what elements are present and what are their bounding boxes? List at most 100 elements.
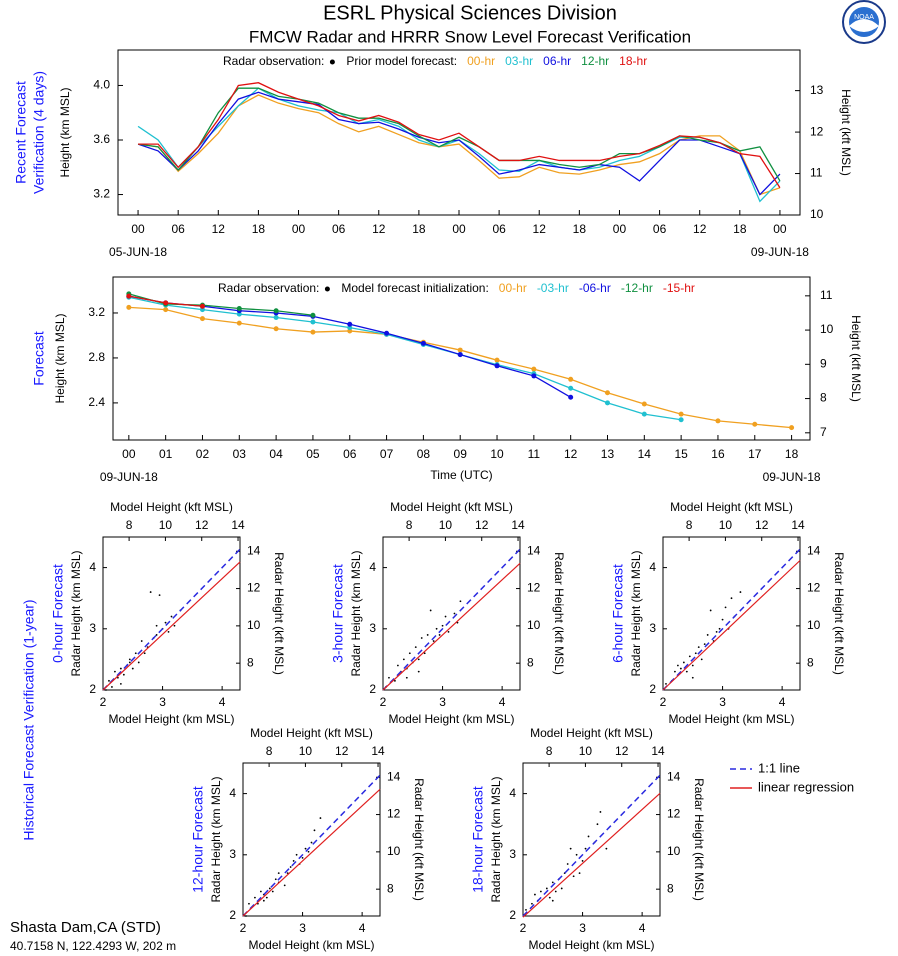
point [676, 664, 679, 667]
x-tick-label: 09 [454, 447, 468, 461]
point [396, 664, 399, 667]
series-marker [568, 385, 574, 391]
x-tick-label: 2 [240, 921, 247, 935]
x2-axis-label: Model Height (kft MSL) [250, 726, 373, 740]
series-marker [568, 394, 574, 400]
legend-entry: -15-hr [663, 281, 695, 295]
y2-tick-label: 10 [387, 844, 401, 858]
x-tick-label: 00 [131, 222, 145, 236]
date-label: 05-JUN-18 [109, 245, 167, 259]
plot-frame [382, 536, 521, 691]
point [140, 640, 143, 642]
point [128, 661, 131, 664]
x2-tick-label: 14 [651, 744, 665, 758]
legend-entry: 00-hr [499, 281, 527, 295]
y-tick-label: 4 [89, 560, 96, 574]
x-tick-label: 14 [638, 447, 652, 461]
y2-tick-label: 12 [387, 807, 401, 821]
point [545, 887, 548, 890]
point [417, 658, 420, 661]
series-marker [457, 352, 463, 358]
point [691, 676, 694, 679]
point [724, 606, 727, 609]
point [119, 667, 122, 670]
legend-obs-marker [329, 59, 335, 65]
point [703, 643, 706, 645]
series-marker [163, 300, 169, 306]
y2-tick-label: 8 [387, 881, 394, 895]
x2-tick-label: 8 [406, 518, 413, 532]
regression-line [242, 788, 381, 917]
series-marker [641, 411, 647, 417]
x2-tick-label: 8 [126, 518, 133, 532]
y-tick-label: 4 [509, 786, 516, 800]
y2-tick-label: 8 [247, 655, 254, 669]
x2-tick-label: 10 [719, 518, 733, 532]
one-to-one-line [382, 548, 521, 691]
point [158, 594, 161, 597]
point [408, 652, 411, 655]
y2-tick-label: 14 [247, 543, 261, 557]
point [283, 884, 286, 887]
y-tick-label: 2.4 [88, 395, 105, 409]
point [268, 887, 271, 890]
y-tick-label: 4.0 [93, 78, 110, 92]
series-marker [163, 307, 169, 313]
x2-tick-label: 10 [299, 744, 313, 758]
series-marker [347, 321, 353, 327]
plot-frame [102, 536, 241, 691]
y-tick-label: 4 [649, 560, 656, 574]
x2-tick-label: 14 [371, 744, 385, 758]
point [709, 609, 712, 612]
x-axis-label: Time (UTC) [430, 468, 492, 482]
point [155, 634, 158, 636]
y-tick-label: 4 [229, 786, 236, 800]
y-axis-label: Radar Height (km MSL) [209, 776, 223, 902]
y2-tick-label: 8 [527, 655, 534, 669]
x-axis-label: Model Height (km MSL) [668, 712, 794, 726]
x-tick-label: 06 [343, 447, 357, 461]
regression-line [522, 792, 661, 918]
point [534, 893, 536, 896]
y-tick-label: 3 [229, 847, 236, 861]
point [539, 890, 542, 893]
side-label: Verification (4 days) [31, 71, 47, 194]
y2-tick-label: 11 [820, 288, 833, 302]
y-axis-label: Radar Height (km MSL) [489, 776, 503, 902]
x2-tick-label: 12 [475, 518, 489, 532]
plot-frame [112, 276, 811, 441]
series-marker [273, 326, 279, 332]
legend-entry: 03-hr [505, 54, 533, 68]
x-tick-label: 2 [100, 695, 107, 709]
series-marker [126, 304, 132, 310]
y-tick-label: 3.2 [93, 187, 110, 201]
x-tick-label: 3 [719, 695, 726, 709]
x-tick-label: 17 [748, 447, 762, 461]
x-tick-label: 2 [380, 695, 387, 709]
y2-tick-label: 11 [810, 166, 823, 180]
point [119, 682, 122, 685]
series-marker [199, 316, 205, 322]
point [551, 881, 554, 884]
point [423, 652, 426, 655]
y-tick-label: 4 [369, 560, 376, 574]
point [307, 850, 310, 853]
point [173, 624, 176, 627]
x-tick-label: 16 [711, 447, 725, 461]
point [584, 847, 587, 850]
x2-tick-label: 12 [755, 518, 769, 532]
x-tick-label: 3 [439, 695, 446, 709]
point [706, 634, 709, 636]
one-to-one-line [102, 548, 241, 691]
point [548, 896, 551, 899]
x2-tick-label: 8 [686, 518, 693, 532]
point [277, 872, 280, 875]
y2-axis-label: Radar Height (kft MSL) [552, 552, 566, 675]
point [108, 679, 110, 682]
point [531, 902, 533, 905]
point [271, 890, 274, 893]
x-tick-label: 03 [233, 447, 247, 461]
point [245, 915, 247, 917]
legend-obs-label: Radar observation: [218, 281, 319, 295]
